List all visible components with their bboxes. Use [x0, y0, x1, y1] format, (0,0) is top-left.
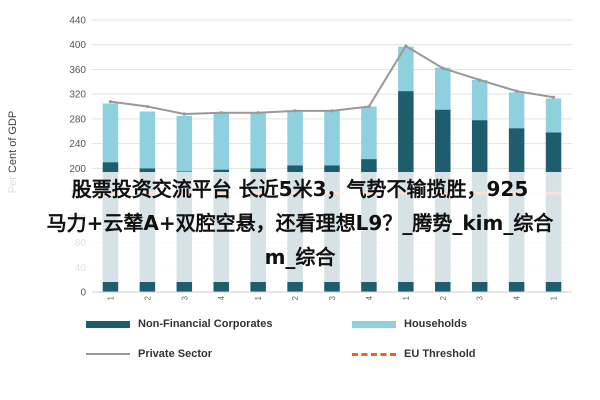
y-tick-label: 360	[69, 65, 86, 76]
bar-households	[398, 46, 414, 92]
y-tick-label: 440	[69, 16, 86, 27]
x-tick-label: 2014 Q3	[328, 295, 337, 300]
banner-line-2: 马力+云辇A+双腔空悬，还看理想L9？_腾势_kim_综合	[46, 211, 554, 235]
bar-households	[213, 112, 229, 170]
bar-households	[139, 111, 156, 169]
legend-swatch-eu-threshold	[352, 352, 396, 356]
banner-line-1: 股票投资交流平台 长近5米3，气势不输揽胜，925	[71, 177, 529, 201]
point-private-sector	[404, 44, 408, 48]
point-private-sector	[256, 111, 260, 115]
y-tick-label: 400	[69, 40, 86, 51]
bar-households	[471, 79, 488, 121]
x-tick-label: 2014 Q1	[254, 295, 263, 300]
point-private-sector	[478, 78, 482, 82]
x-tick-label: 2015 Q2	[439, 295, 448, 300]
y-tick-label: 320	[69, 90, 86, 101]
bar-households	[508, 92, 525, 129]
legend: Non-Financial Corporates Households Priv…	[0, 300, 600, 400]
point-private-sector	[330, 109, 334, 113]
point-private-sector	[551, 95, 556, 99]
legend-label-households: Households	[404, 318, 467, 330]
overlay-banner: 股票投资交流平台 长近5米3，气势不输揽胜，925 马力+云辇A+双腔空悬，还看…	[0, 172, 600, 282]
legend-item-private-sector: Private Sector	[86, 348, 212, 360]
point-private-sector	[441, 66, 445, 70]
bar-households	[545, 98, 562, 133]
point-private-sector	[108, 100, 113, 104]
y-tick-label: 0	[80, 288, 86, 299]
legend-item-households: Households	[352, 318, 467, 330]
x-tick-label: 2015 Q4	[513, 295, 522, 300]
legend-swatch-non-financial-corporates	[86, 320, 130, 328]
x-axis: 2013 Q1 2013 Q2 2013 Q3 2013 Q4 2014 Q1 2014 …	[92, 291, 572, 300]
x-tick-label: 2015 Q3	[476, 295, 485, 300]
x-tick-label: 2014 Q4	[365, 295, 374, 300]
legend-label-non-financial-corporates: Non-Financial Corporates	[138, 318, 273, 330]
bar-households	[287, 110, 303, 166]
point-private-sector	[182, 112, 186, 116]
point-private-sector	[293, 109, 297, 113]
legend-item-eu-threshold: EU Threshold	[352, 348, 476, 360]
bar-households	[361, 106, 377, 160]
legend-swatch-private-sector	[86, 353, 130, 355]
x-tick-label: 2014 Q2	[291, 295, 300, 300]
bar-households	[435, 67, 451, 110]
y-tick-label: 240	[69, 139, 86, 150]
x-tick-label: 2013 Q1	[106, 295, 115, 300]
legend-label-private-sector: Private Sector	[138, 348, 212, 360]
y-tick-label: 200	[69, 164, 86, 175]
bar-households	[102, 103, 119, 163]
point-private-sector	[145, 104, 149, 109]
bar-households	[324, 110, 340, 166]
y-tick-label: 280	[69, 114, 86, 125]
legend-item-non-financial-corporates: Non-Financial Corporates	[86, 318, 272, 330]
point-private-sector	[367, 104, 371, 109]
legend-label-eu-threshold: EU Threshold	[404, 348, 476, 360]
x-tick-label: 2013 Q2	[143, 295, 152, 300]
bar-households	[176, 115, 193, 172]
x-tick-label: 2013 Q3	[180, 295, 189, 300]
point-private-sector	[219, 111, 223, 115]
x-tick-label: 2016 Q1	[550, 295, 559, 300]
banner-line-3: m_综合	[264, 245, 336, 269]
point-private-sector	[515, 89, 519, 93]
legend-swatch-households	[352, 320, 396, 328]
x-tick-label: 2013 Q4	[217, 295, 226, 300]
x-tick-label: 2015 Q1	[402, 295, 411, 300]
bar-households	[250, 112, 266, 169]
